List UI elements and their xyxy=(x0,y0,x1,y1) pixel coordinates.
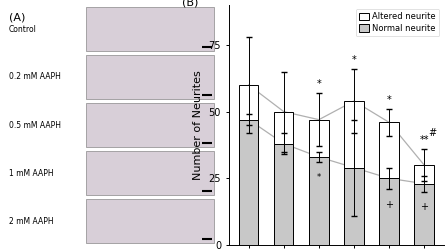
FancyBboxPatch shape xyxy=(86,152,214,194)
Bar xyxy=(239,120,258,245)
Bar xyxy=(309,157,328,245)
Text: (B): (B) xyxy=(182,0,198,8)
Text: 0.5 mM AAPH: 0.5 mM AAPH xyxy=(9,120,61,130)
FancyBboxPatch shape xyxy=(86,200,214,242)
Text: 0.2 mM AAPH: 0.2 mM AAPH xyxy=(9,72,60,82)
Text: *: * xyxy=(317,173,321,182)
Text: +: + xyxy=(420,202,428,212)
Bar xyxy=(379,122,399,245)
Bar xyxy=(414,184,434,245)
FancyBboxPatch shape xyxy=(86,56,214,98)
Text: #: # xyxy=(428,128,436,138)
Text: *: * xyxy=(352,55,356,65)
Bar xyxy=(274,112,293,245)
FancyBboxPatch shape xyxy=(86,104,214,146)
Bar xyxy=(379,178,399,245)
Text: 2 mM AAPH: 2 mM AAPH xyxy=(9,216,53,226)
Text: *: * xyxy=(317,79,321,89)
Bar xyxy=(274,144,293,245)
Bar xyxy=(345,168,364,245)
Bar xyxy=(345,101,364,245)
Bar xyxy=(309,120,328,245)
Text: +: + xyxy=(385,200,393,210)
Bar xyxy=(239,85,258,245)
Text: Control: Control xyxy=(9,24,37,34)
Legend: Altered neurite, Normal neurite: Altered neurite, Normal neurite xyxy=(356,9,439,36)
Text: 1 mM AAPH: 1 mM AAPH xyxy=(9,168,53,177)
Text: *: * xyxy=(387,95,392,105)
Y-axis label: Number of Neurites: Number of Neurites xyxy=(193,70,203,180)
Text: (A): (A) xyxy=(9,12,25,22)
FancyBboxPatch shape xyxy=(86,8,214,50)
Text: **: ** xyxy=(419,135,429,145)
Bar xyxy=(414,165,434,245)
